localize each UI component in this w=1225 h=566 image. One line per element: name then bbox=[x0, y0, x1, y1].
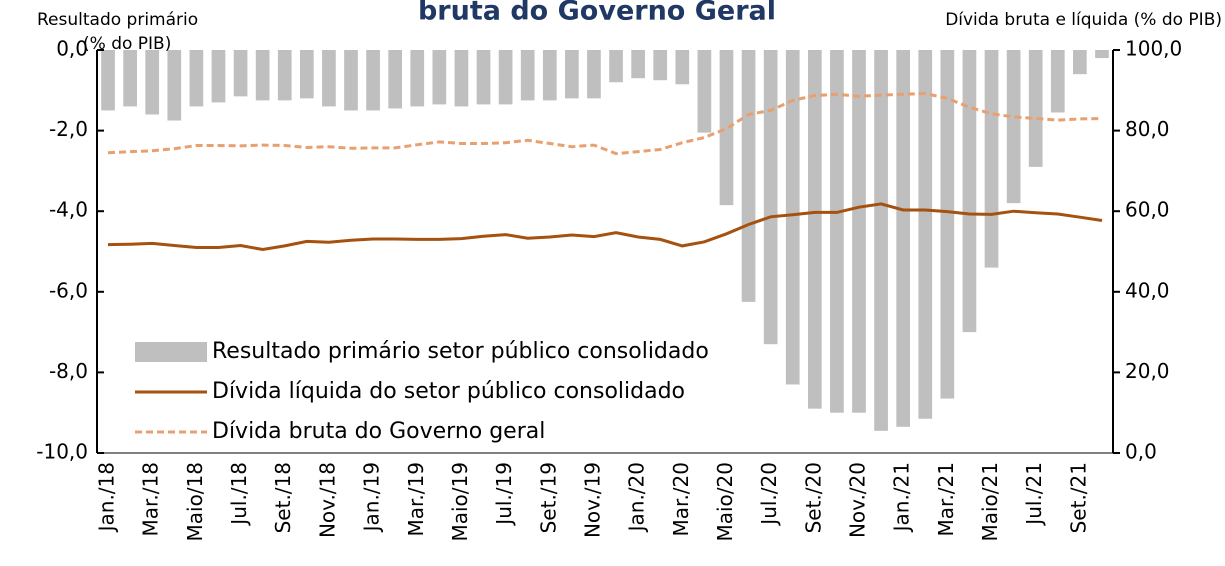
bar bbox=[277, 50, 292, 101]
x-tick-label: Jul./19 bbox=[492, 462, 516, 527]
line-series bbox=[107, 91, 1103, 156]
x-tick-label: Set./18 bbox=[271, 462, 295, 533]
y-tick-label: -6,0 bbox=[49, 278, 88, 302]
y-tick-label: -4,0 bbox=[49, 198, 88, 222]
bar bbox=[675, 50, 690, 85]
legend-swatch bbox=[135, 342, 207, 362]
x-tick-label: Mar./19 bbox=[404, 462, 428, 536]
bar bbox=[741, 50, 756, 302]
bar bbox=[896, 50, 911, 427]
bar bbox=[852, 50, 866, 413]
x-tick-label: Jan./19 bbox=[360, 462, 384, 533]
x-tick-label: Maio/18 bbox=[183, 462, 207, 542]
bar bbox=[189, 50, 204, 107]
bar bbox=[653, 50, 668, 81]
bar bbox=[432, 50, 447, 105]
x-tick-label: Jul./21 bbox=[1022, 462, 1046, 527]
y-tick-label: -8,0 bbox=[49, 359, 88, 383]
bar bbox=[211, 50, 226, 103]
y2-tick-label: 0,0 bbox=[1125, 440, 1157, 464]
legend-label: Dívida líquida do setor público consolid… bbox=[212, 379, 685, 404]
bar bbox=[542, 50, 557, 101]
bar bbox=[388, 50, 403, 109]
bar bbox=[520, 50, 535, 101]
bar bbox=[366, 50, 380, 111]
bar bbox=[1095, 50, 1109, 59]
y-tick-label: -2,0 bbox=[49, 117, 88, 141]
x-tick-label: Jan./21 bbox=[890, 462, 914, 533]
y2-tick-label: 20,0 bbox=[1125, 359, 1170, 383]
x-tick-label: Nov./18 bbox=[315, 462, 339, 538]
bar bbox=[830, 50, 844, 413]
y-axis-unit: (% do PIB) bbox=[83, 34, 171, 54]
chart-title: bruta do Governo Geral bbox=[418, 0, 776, 27]
bar bbox=[255, 50, 270, 101]
legend-label: Dívida bruta do Governo geral bbox=[212, 419, 545, 444]
bar bbox=[410, 50, 425, 107]
x-tick-label: Maio/21 bbox=[978, 462, 1002, 542]
y2-tick-label: 60,0 bbox=[1125, 198, 1170, 222]
x-tick-label: Jan./20 bbox=[625, 462, 649, 533]
x-tick-label: Set./20 bbox=[801, 462, 825, 533]
bar bbox=[167, 50, 182, 121]
x-tick-label: Set./19 bbox=[536, 462, 560, 533]
bar bbox=[145, 50, 160, 115]
bar bbox=[344, 50, 358, 111]
x-tick-label: Jul./20 bbox=[757, 462, 781, 527]
bar bbox=[233, 50, 248, 97]
bar bbox=[785, 50, 800, 385]
bar bbox=[631, 50, 645, 79]
y2-tick-label: 40,0 bbox=[1125, 278, 1170, 302]
bar bbox=[101, 50, 115, 111]
bar bbox=[984, 50, 999, 268]
bar bbox=[1006, 50, 1021, 204]
bar bbox=[565, 50, 579, 99]
bar bbox=[697, 50, 712, 133]
bar bbox=[918, 50, 933, 419]
x-tick-label: Nov./19 bbox=[580, 462, 604, 538]
y-tick-label: -10,0 bbox=[36, 440, 88, 464]
bar bbox=[476, 50, 491, 105]
y-tick-label: 0,0 bbox=[56, 37, 88, 61]
bar bbox=[123, 50, 137, 107]
bar bbox=[807, 50, 822, 409]
x-tick-label: Nov./20 bbox=[846, 462, 870, 538]
x-tick-label: Maio/19 bbox=[448, 462, 472, 541]
y2-tick-label: 100,0 bbox=[1125, 37, 1182, 61]
bar bbox=[763, 50, 778, 345]
y2-axis-label: Dívida bruta e líquida (% do PIB) bbox=[945, 10, 1222, 30]
bar bbox=[609, 50, 623, 83]
x-tick-label: Jan./18 bbox=[95, 462, 119, 533]
x-tick-label: Maio/20 bbox=[713, 462, 737, 542]
bar bbox=[1028, 50, 1043, 167]
bar bbox=[498, 50, 513, 105]
x-tick-label: Mar./18 bbox=[139, 462, 163, 536]
bar bbox=[874, 50, 888, 431]
line-series bbox=[107, 202, 1103, 252]
bar bbox=[322, 50, 336, 107]
y2-tick-label: 80,0 bbox=[1125, 117, 1170, 141]
x-tick-label: Jul./18 bbox=[227, 462, 251, 527]
bar bbox=[299, 50, 314, 99]
bar bbox=[587, 50, 601, 99]
bar bbox=[1073, 50, 1087, 75]
bar bbox=[454, 50, 469, 107]
x-tick-label: Mar./20 bbox=[669, 462, 693, 536]
bar bbox=[1050, 50, 1065, 113]
bar bbox=[962, 50, 977, 333]
bar bbox=[719, 50, 734, 206]
y-axis-label: Resultado primário bbox=[37, 10, 198, 30]
bar bbox=[940, 50, 955, 399]
x-tick-label: Set./21 bbox=[1066, 462, 1090, 533]
legend-label: Resultado primário setor público consoli… bbox=[212, 339, 709, 364]
x-tick-label: Mar./21 bbox=[934, 462, 958, 536]
